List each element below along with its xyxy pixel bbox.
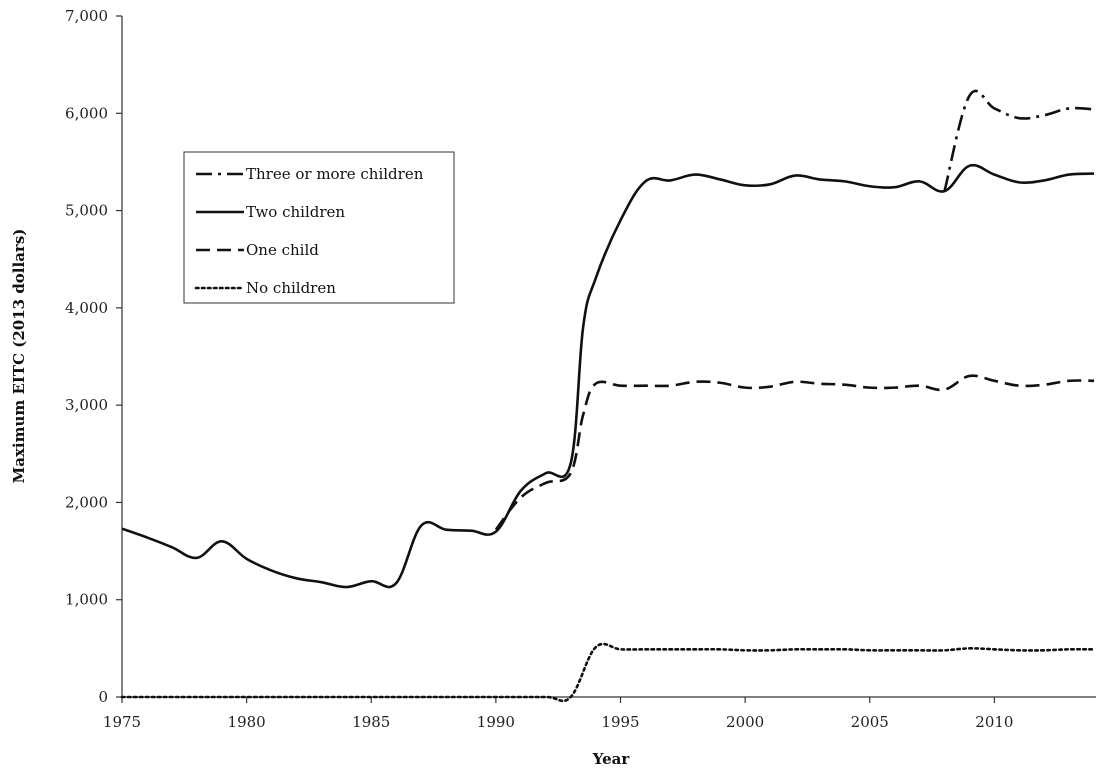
- x-tick-label: 2010: [975, 713, 1013, 731]
- series-line-no-children: [120, 642, 1096, 703]
- x-tick-label: 1985: [352, 713, 390, 731]
- y-tick-label: 7,000: [65, 7, 108, 25]
- x-tick-label: 2005: [851, 713, 889, 731]
- y-tick-label: 3,000: [65, 396, 108, 414]
- y-tick-label: 0: [98, 688, 108, 706]
- x-tick-label: 1980: [228, 713, 266, 731]
- y-tick-label: 6,000: [65, 104, 108, 122]
- y-tick-label: 4,000: [65, 299, 108, 317]
- legend-box: [183, 151, 455, 304]
- y-tick-label: 2,000: [65, 493, 108, 511]
- legend-label: Three or more children: [246, 165, 424, 183]
- series-line-three-or-more-children: [943, 89, 1095, 192]
- x-tick-label: 1990: [477, 713, 515, 731]
- x-axis-title: Year: [592, 750, 631, 768]
- y-tick-label: 5,000: [65, 202, 108, 220]
- series-line-one-child: [494, 374, 1095, 531]
- y-axis-title: Maximum EITC (2013 dollars): [10, 229, 28, 484]
- series-layer: [120, 89, 1096, 703]
- legend-label: One child: [246, 241, 319, 259]
- legend-label: No children: [246, 279, 336, 297]
- legend-label: Two children: [246, 203, 345, 221]
- x-tick-label: 2000: [726, 713, 764, 731]
- x-tick-label: 1995: [601, 713, 639, 731]
- series-line-two-children: [121, 163, 1095, 589]
- axes: 0 1,000 2,000 3,000 4,000 5,000 6,000 7,000 1975…: [65, 7, 1096, 731]
- y-tick-label: 1,000: [65, 591, 108, 609]
- x-tick-label: 1975: [103, 713, 141, 731]
- legend: Three or more children Two children One ch…: [183, 151, 455, 304]
